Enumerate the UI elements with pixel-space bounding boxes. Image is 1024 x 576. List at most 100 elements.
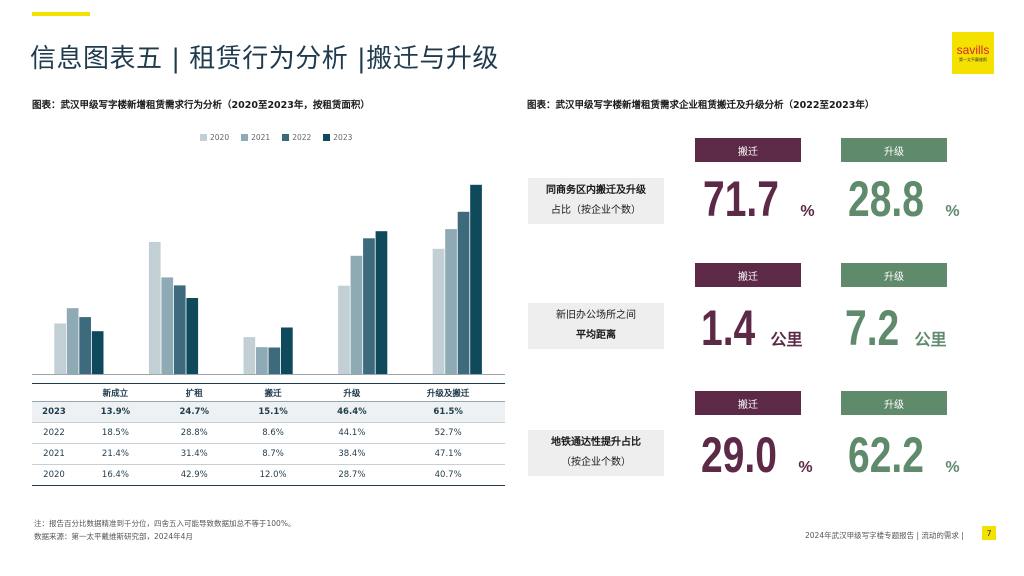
table-cell: 38.4%	[312, 443, 392, 465]
table-cell: 42.9%	[154, 464, 234, 486]
move-badge: 搬迁	[695, 263, 801, 287]
legend-swatch	[200, 134, 207, 141]
page-number: 7	[982, 526, 996, 540]
move-value-unit: 公里	[770, 332, 803, 349]
bar-2020-4	[432, 248, 445, 374]
table-cell: 44.1%	[312, 422, 392, 444]
bar-2021-0	[66, 308, 79, 374]
table-cell: 46.4%	[312, 401, 392, 423]
right-panel-caption: 图表：武汉甲级写字楼新增租赁需求企业租赁搬迁及升级分析（2022至2023年）	[527, 100, 875, 111]
upgrade-value: 7.2 公里	[845, 303, 947, 353]
table-cell: 18.5%	[76, 422, 155, 444]
upgrade-value-unit: 公里	[914, 332, 947, 349]
table-cell: 24.7%	[154, 401, 234, 423]
table-cell: 61.5%	[391, 401, 505, 423]
move-value-number: 1.4	[701, 300, 756, 356]
table-year-cell: 2021	[32, 443, 76, 465]
legend-item-2021: 2021	[241, 133, 270, 142]
move-value-number: 71.7	[703, 171, 779, 227]
legend-label: 2020	[210, 133, 230, 142]
table-cell: 31.4%	[154, 443, 234, 465]
savills-logo: savills 第一太平戴维斯	[952, 32, 994, 74]
table-cell: 8.7%	[233, 443, 313, 465]
legend-swatch	[282, 134, 290, 141]
legend-label: 2021	[251, 133, 271, 142]
table-row: 2023 13.9% 24.7% 15.1% 46.4% 61.5%	[32, 401, 505, 423]
legend-item-2020: 2020	[200, 133, 229, 142]
table-cell: 16.4%	[76, 464, 155, 486]
move-value: 71.7%	[703, 174, 815, 224]
upgrade-badge: 升级	[841, 263, 947, 287]
table-cell: 13.9%	[76, 401, 155, 423]
metric-label-line2: 平均距离	[576, 330, 616, 341]
table-cell: 47.1%	[391, 443, 505, 465]
left-chart-caption: 图表：武汉甲级写字楼新增租赁需求行为分析（2020至2023年，按租赁面积）	[32, 100, 370, 111]
data-source: 数据来源：第一太平戴维斯研究部，2024年4月	[34, 532, 193, 541]
upgrade-value-number: 7.2	[845, 300, 900, 356]
table-header-row: 新成立 扩租 搬迁 升级 升级及搬迁	[32, 383, 505, 402]
move-badge: 搬迁	[695, 391, 801, 415]
legend-label: 2022	[292, 133, 312, 142]
logo-wordmark: savills	[956, 43, 990, 57]
table-year-cell: 2022	[32, 422, 76, 444]
bar-2022-0	[79, 317, 91, 374]
metric-label-line1: 新旧办公场所之间	[556, 310, 636, 321]
legend-item-2022: 2022	[282, 133, 311, 142]
logo-subtitle: 第一太平戴维斯	[959, 57, 987, 62]
bar-2023-4	[470, 184, 482, 374]
bar-2022-3	[363, 238, 375, 374]
legend-swatch	[241, 134, 249, 141]
table-year-cell: 2020	[32, 464, 76, 486]
move-value-unit: %	[800, 203, 815, 220]
bar-chart	[32, 184, 505, 375]
bar-2023-1	[186, 298, 199, 374]
table-header-cell: 新成立	[76, 383, 155, 402]
upgrade-value-unit: %	[945, 459, 960, 476]
move-badge: 搬迁	[695, 138, 801, 162]
accent-bar	[32, 12, 90, 16]
metric-label-box: 同商务区内搬迁及升级 占比（按企业个数）	[528, 178, 664, 224]
footnote: 注：报告百分比数据精准到千分位，四舍五入可能导致数据加总不等于100%。	[34, 519, 296, 528]
table-cell: 8.6%	[233, 422, 313, 444]
bar-2023-3	[375, 231, 388, 374]
move-value: 29.0%	[701, 430, 813, 480]
metric-label-line2: （按企业个数）	[561, 457, 631, 468]
table-header-cell: 扩租	[154, 383, 234, 402]
chart-legend: 2020 2021 2022 2023	[200, 133, 352, 142]
bar-2022-2	[268, 347, 281, 374]
table-header-cell: 升级	[312, 383, 392, 402]
upgrade-badge: 升级	[841, 138, 947, 162]
table-cell: 52.7%	[391, 422, 505, 444]
table-cell: 15.1%	[233, 401, 313, 423]
legend-label: 2023	[333, 133, 353, 142]
bar-2022-4	[457, 211, 470, 374]
table-header-cell: 搬迁	[233, 383, 313, 402]
table-year-cell: 2023	[32, 401, 76, 423]
upgrade-value-number: 62.2	[848, 427, 924, 483]
upgrade-value-unit: %	[945, 203, 960, 220]
metric-label-line2: 占比（按企业个数）	[551, 205, 641, 216]
table-cell: 28.8%	[154, 422, 234, 444]
bar-2021-3	[350, 255, 363, 374]
bar-2020-3	[338, 285, 350, 374]
metric-label-box: 地铁通达性提升占比 （按企业个数）	[528, 430, 664, 476]
table-cell: 12.0%	[233, 464, 313, 486]
legend-swatch	[323, 134, 331, 141]
bar-2020-2	[243, 337, 256, 374]
metric-label-box: 新旧办公场所之间 平均距离	[528, 303, 664, 349]
data-table: 新成立 扩租 搬迁 升级 升级及搬迁 2023 13.9% 24.7% 15.1…	[32, 383, 505, 486]
bar-2022-1	[173, 285, 186, 374]
move-value-number: 29.0	[701, 427, 777, 483]
bar-2021-1	[161, 277, 174, 374]
bar-2023-0	[91, 331, 104, 374]
move-value-unit: %	[798, 459, 813, 476]
table-row: 2020 16.4% 42.9% 12.0% 28.7% 40.7%	[32, 464, 505, 486]
table-cell: 21.4%	[76, 443, 155, 465]
upgrade-value: 28.8%	[848, 174, 960, 224]
table-row: 2021 21.4% 31.4% 8.7% 38.4% 47.1%	[32, 443, 505, 465]
table-cell: 40.7%	[391, 464, 505, 486]
footer-report-title: 2024年武汉甲级写字楼专题报告 | 流动的需求 |	[805, 531, 964, 540]
table-header-cell: 升级及搬迁	[391, 383, 505, 402]
table-cell: 28.7%	[312, 464, 392, 486]
metric-label-line1: 地铁通达性提升占比	[551, 437, 641, 448]
